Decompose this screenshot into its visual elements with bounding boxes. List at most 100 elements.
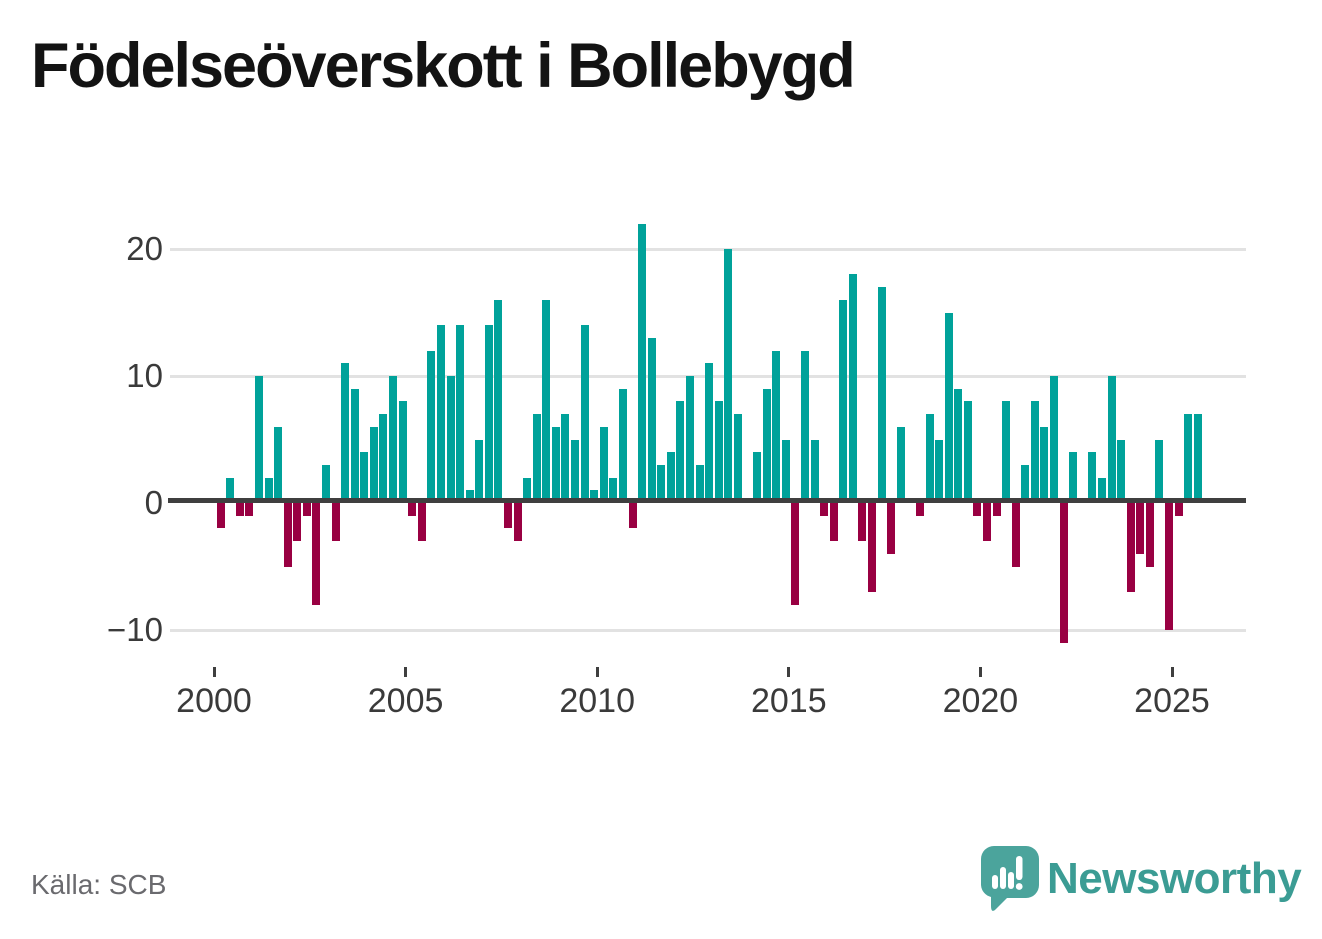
bar-2005-Q1 <box>408 503 417 516</box>
bar-2021-Q2 <box>1030 401 1039 503</box>
bar-2024-Q2 <box>1145 503 1154 567</box>
bar-2015-Q4 <box>820 503 829 516</box>
bar-2017-Q1 <box>868 503 877 592</box>
y-axis-label-10: 10 <box>126 357 163 394</box>
bar-2021-Q3 <box>1040 426 1049 503</box>
x-axis-label-2010: 2010 <box>559 682 636 720</box>
bar-2009-Q1 <box>561 414 570 503</box>
x-axis-label-2000: 2000 <box>176 682 252 720</box>
x-axis-tick-2010 <box>595 667 599 677</box>
bar-2000-Q3 <box>235 503 244 516</box>
bar-2005-Q4 <box>436 325 445 503</box>
bar-2011-Q1 <box>638 223 647 503</box>
bar-2000-Q4 <box>245 503 254 516</box>
bar-2021-Q1 <box>1021 464 1030 503</box>
x-axis-tick-2000 <box>212 667 216 677</box>
bar-2013-Q1 <box>714 401 723 503</box>
bar-2010-Q2 <box>609 477 618 503</box>
bar-2000-Q1 <box>216 503 225 529</box>
bar-2019-Q1 <box>944 312 953 503</box>
zero-axis-line <box>168 498 1246 503</box>
bar-2016-Q1 <box>829 503 838 542</box>
bar-2017-Q4 <box>896 426 905 503</box>
bar-2020-Q3 <box>1002 401 1011 503</box>
bar-2007-Q4 <box>513 503 522 542</box>
bar-2015-Q2 <box>800 350 809 503</box>
bar-2016-Q3 <box>848 274 857 503</box>
bar-2012-Q3 <box>695 464 704 503</box>
bar-2017-Q3 <box>887 503 896 554</box>
bar-2014-Q1 <box>753 452 762 503</box>
bar-2025-Q3 <box>1193 414 1202 503</box>
bar-2014-Q3 <box>772 350 781 503</box>
bar-2023-Q1 <box>1097 477 1106 503</box>
y-axis-label-20: 20 <box>126 230 163 267</box>
bar-2002-Q2 <box>302 503 311 516</box>
bar-2022-Q2 <box>1069 452 1078 503</box>
bar-2021-Q4 <box>1050 376 1059 503</box>
bar-2001-Q2 <box>264 477 273 503</box>
bar-2013-Q3 <box>733 414 742 503</box>
bar-2005-Q2 <box>417 503 426 542</box>
bar-2009-Q3 <box>580 325 589 503</box>
x-axis-tick-2025 <box>1170 667 1174 677</box>
x-axis-tick-2020 <box>978 667 982 677</box>
y-axis-label-−10: −10 <box>107 611 163 648</box>
bar-2005-Q3 <box>427 350 436 503</box>
bar-2008-Q4 <box>551 426 560 503</box>
bar-2024-Q3 <box>1155 439 1164 503</box>
bar-2015-Q3 <box>810 439 819 503</box>
bar-2008-Q2 <box>532 414 541 503</box>
bar-2020-Q4 <box>1011 503 1020 567</box>
bar-2018-Q4 <box>935 439 944 503</box>
bar-2003-Q3 <box>350 388 359 503</box>
bar-2012-Q1 <box>676 401 685 503</box>
bar-2014-Q2 <box>762 388 771 503</box>
bar-2003-Q2 <box>341 363 350 503</box>
gridline-y-20 <box>170 248 1246 251</box>
bar-2017-Q2 <box>877 287 886 503</box>
bar-2011-Q2 <box>647 337 656 503</box>
bar-2002-Q3 <box>312 503 321 605</box>
bar-2019-Q2 <box>954 388 963 503</box>
bar-2008-Q1 <box>523 477 532 503</box>
speech-bubble-bar-chart-icon <box>981 846 1039 911</box>
bar-2001-Q3 <box>274 426 283 503</box>
gridline-y--10 <box>170 629 1246 632</box>
bar-2025-Q2 <box>1184 414 1193 503</box>
bar-2023-Q2 <box>1107 376 1116 503</box>
bar-2022-Q1 <box>1059 503 1068 643</box>
bar-2007-Q3 <box>504 503 512 529</box>
bar-2002-Q1 <box>293 503 302 542</box>
bar-2024-Q1 <box>1136 503 1145 554</box>
x-axis-label-2015: 2015 <box>750 682 827 720</box>
bar-2012-Q2 <box>686 376 695 503</box>
x-axis-tick-2005 <box>404 667 408 677</box>
bar-2019-Q3 <box>963 401 972 503</box>
bar-2006-Q1 <box>446 376 455 503</box>
bar-2010-Q1 <box>599 426 608 503</box>
bar-2010-Q3 <box>618 388 627 503</box>
bar-2000-Q2 <box>226 477 235 503</box>
bar-2004-Q1 <box>369 426 378 503</box>
bar-2001-Q4 <box>283 503 292 567</box>
bar-2014-Q4 <box>781 439 790 503</box>
bar-2007-Q1 <box>484 325 493 503</box>
newsworthy-logo: Newsworthy <box>981 845 1302 915</box>
bar-2020-Q2 <box>992 503 1001 516</box>
bar-2002-Q4 <box>321 464 330 503</box>
bar-2023-Q4 <box>1126 503 1135 592</box>
bar-2006-Q4 <box>475 439 484 503</box>
bar-2009-Q2 <box>571 439 580 503</box>
bar-2022-Q4 <box>1088 452 1097 503</box>
bar-2024-Q4 <box>1165 503 1174 630</box>
bar-2003-Q4 <box>360 452 369 503</box>
bar-2011-Q3 <box>657 464 666 503</box>
y-axis-label-0: 0 <box>144 484 163 521</box>
bar-2015-Q1 <box>791 503 800 605</box>
x-axis-tick-2015 <box>787 667 791 677</box>
x-axis-label-2020: 2020 <box>942 682 1019 720</box>
bar-2020-Q1 <box>983 503 991 542</box>
bar-2018-Q2 <box>915 503 924 516</box>
bar-2003-Q1 <box>331 503 340 542</box>
